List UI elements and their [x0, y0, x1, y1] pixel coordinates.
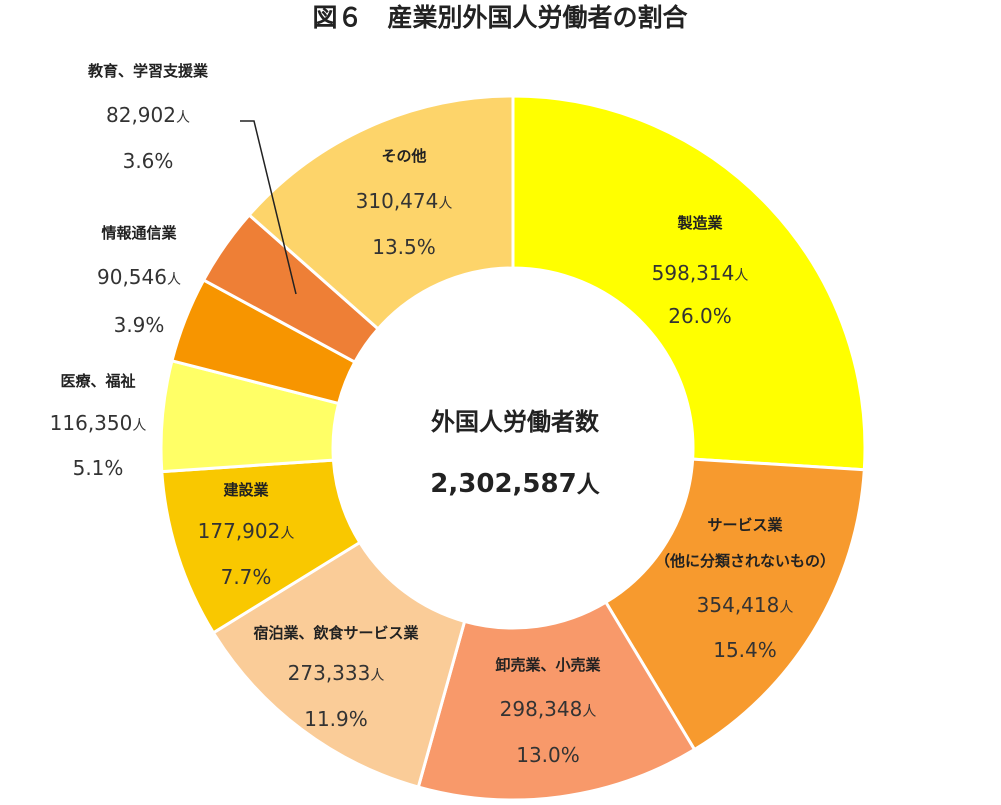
center-unit: 人: [577, 472, 601, 498]
slice-label-name-4: 建設業: [223, 481, 269, 499]
slice-label-percent-3: 11.9%: [304, 707, 368, 731]
slice-label-value-1: 354,418人: [697, 593, 794, 617]
slice-label-percent-8: 13.5%: [372, 235, 436, 259]
slice-label-value-6: 90,546人: [97, 265, 181, 289]
slice-label-value-5: 116,350人: [50, 411, 147, 435]
slice-label-name-2: 卸売業、小売業: [495, 656, 601, 674]
slice-label-name-8: その他: [381, 147, 426, 165]
slice-label-percent-7: 3.6%: [123, 149, 174, 173]
slice-8: [247, 94, 515, 331]
slice-label-value-8: 310,474人: [356, 189, 453, 213]
slice-label-percent-1: 15.4%: [713, 638, 777, 662]
center-total-line: 2,302,587人: [430, 469, 600, 499]
slice-label-name-0: 製造業: [676, 214, 723, 232]
slice-label-value-7: 82,902人: [106, 103, 190, 127]
slice-1: [603, 457, 866, 752]
slice-label-percent-5: 5.1%: [73, 456, 124, 480]
donut-slices: [159, 94, 867, 802]
slice-labels: 製造業 598,314人 26.0% サービス業 （他に分類されないもの） 354,418…: [50, 62, 835, 767]
slice-label-value-2: 298,348人: [500, 697, 597, 721]
slice-label-name-3: 宿泊業、飲食サービス業: [253, 624, 419, 642]
slice-label-value-3: 273,333人: [288, 661, 385, 685]
slice-label-percent-2: 13.0%: [516, 743, 580, 767]
slice-label-value-0: 598,314人: [652, 261, 749, 285]
slice-label-percent-6: 3.9%: [114, 313, 165, 337]
slice-label-name-6: 情報通信業: [101, 224, 177, 242]
center-total: 2,302,587: [430, 469, 576, 499]
slice-label-name2-1: （他に分類されないもの）: [655, 552, 835, 570]
slice-label-percent-0: 26.0%: [668, 304, 732, 328]
slice-label-value-4: 177,902人: [198, 519, 295, 543]
slice-label-percent-4: 7.7%: [221, 565, 272, 589]
leader-line-education: [240, 120, 297, 295]
center-label: 外国人労働者数: [431, 408, 600, 436]
slice-label-name-7: 教育、学習支援業: [87, 62, 209, 80]
slice-2: [416, 600, 697, 802]
slice-label-name-5: 医療、福祉: [60, 372, 135, 390]
slice-0: [511, 94, 867, 472]
chart-title: 図６ 産業別外国人労働者の割合: [312, 3, 688, 32]
slice-label-name-1: サービス業: [707, 516, 783, 534]
